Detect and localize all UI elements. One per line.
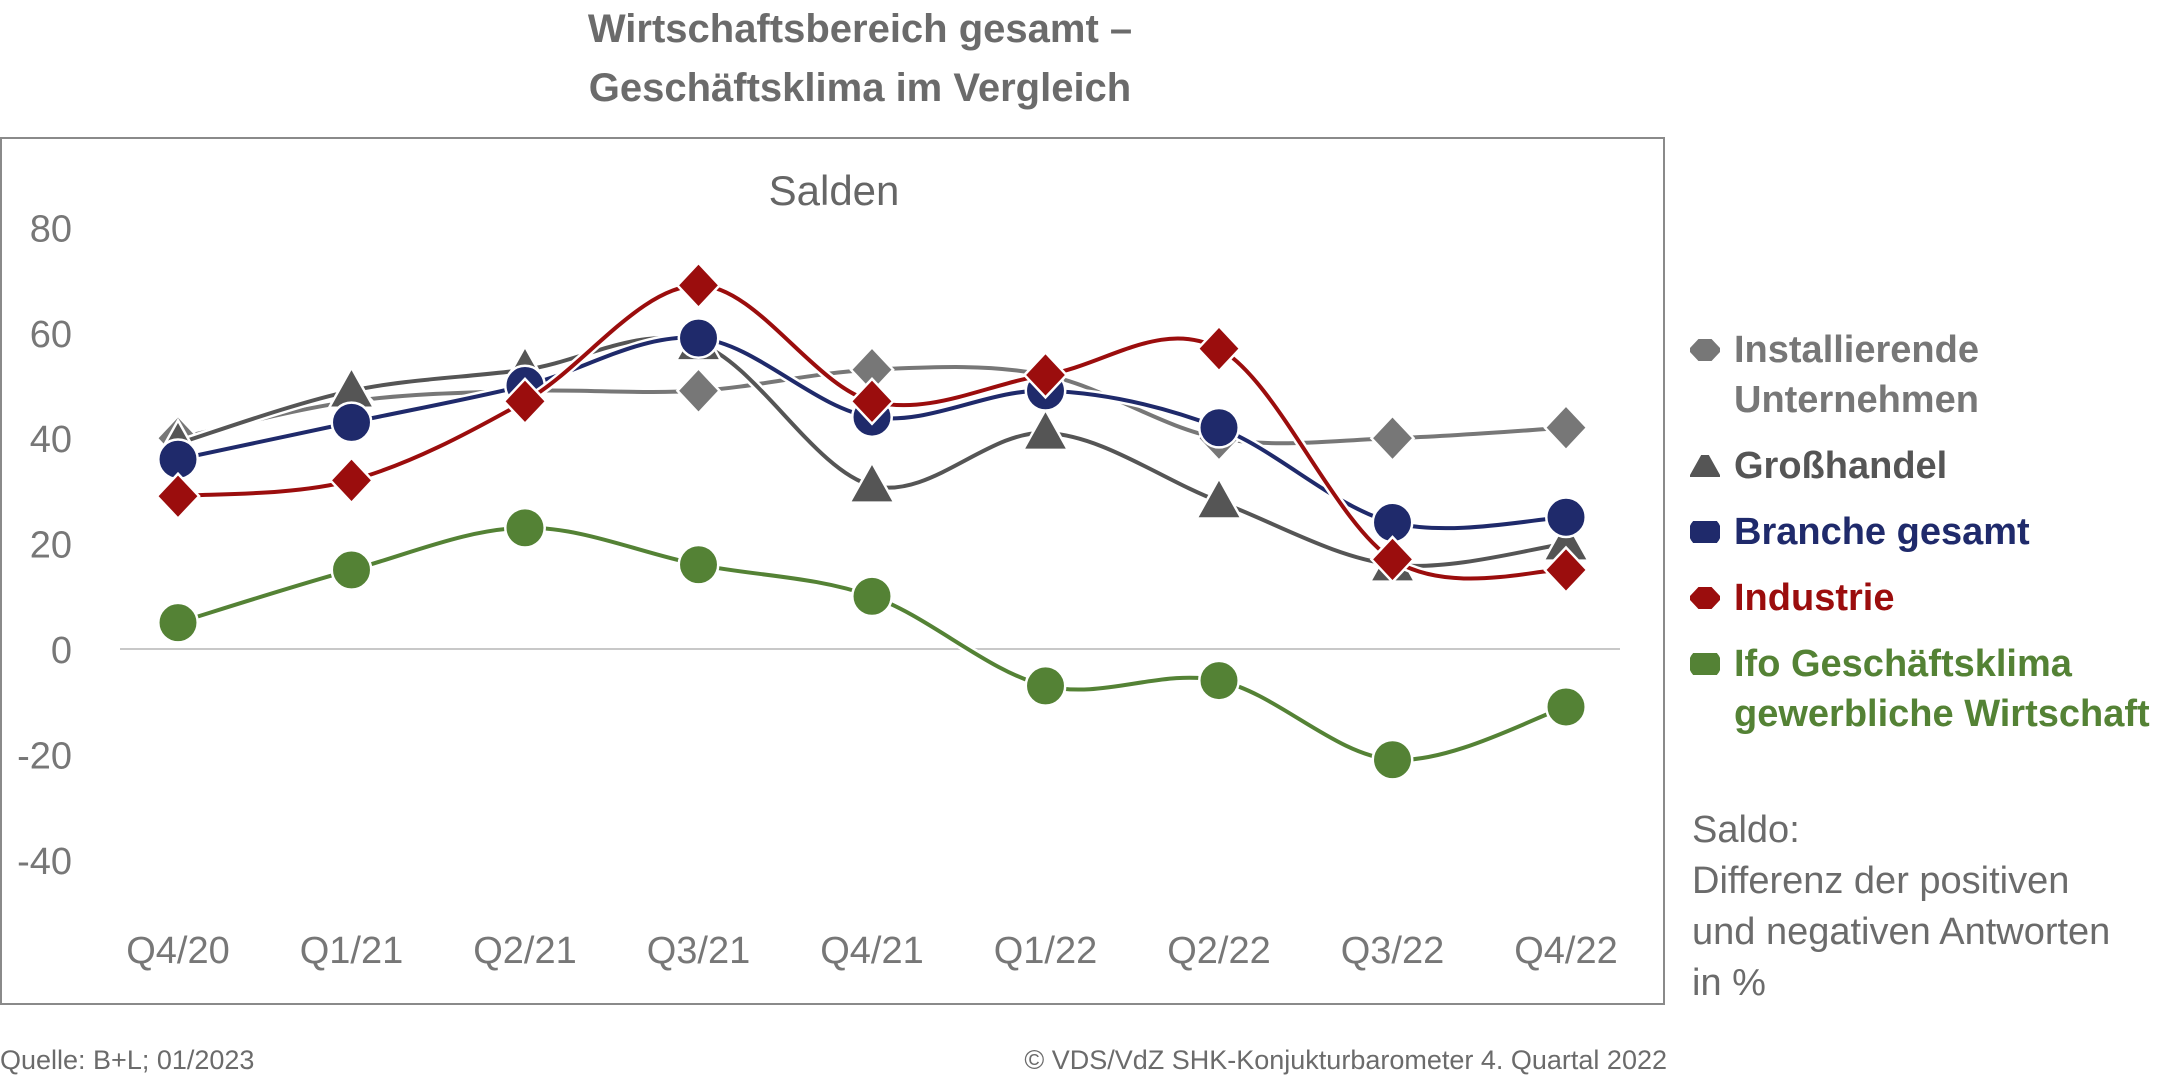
- legend-label: Industrie: [1734, 573, 2178, 623]
- chart-subtitle: Salden: [769, 167, 900, 214]
- data-point: [1194, 475, 1244, 520]
- copyright-note: © VDS/VdZ SHK-Konjukturbarometer 4. Quar…: [1024, 1045, 1667, 1075]
- data-point: [1369, 535, 1416, 584]
- x-axis: Q4/20 Q1/21 Q2/21 Q3/21 Q4/21 Q1/22 Q2/22 Q3/22…: [126, 930, 1618, 972]
- data-point: [1196, 324, 1242, 373]
- series-group: [153, 261, 1591, 781]
- legend-label-line: Industrie: [1734, 577, 1895, 619]
- data-point: [849, 377, 895, 426]
- x-tick-label: Q2/21: [473, 930, 577, 972]
- legend-item: Branche gesamt: [1690, 507, 2178, 557]
- legend-marker-shape: [1690, 455, 1720, 477]
- legend-marker: [1690, 455, 1720, 477]
- data-point: [502, 377, 548, 426]
- legend-label-line: Großhandel: [1734, 445, 1948, 487]
- data-point: [1022, 350, 1069, 400]
- x-tick-label: Q1/21: [300, 930, 404, 972]
- data-point: [1198, 406, 1240, 449]
- data-point: [328, 456, 375, 505]
- x-tick-label: Q4/20: [126, 930, 230, 972]
- chart-title-line-1: Wirtschaftsbereich gesamt –: [587, 7, 1133, 51]
- legend: Installierende Unternehmen Großhandel Branc…: [1690, 325, 2178, 755]
- saldo-note-line: und negativen Antworten: [1692, 911, 2111, 953]
- data-point: [677, 317, 720, 360]
- y-tick-label: 60: [30, 314, 72, 356]
- y-tick-label: -20: [17, 735, 72, 777]
- x-tick-label: Q2/22: [1167, 930, 1271, 972]
- series-3: [155, 261, 1589, 595]
- data-point: [1545, 686, 1587, 728]
- data-point: [677, 543, 720, 586]
- line-chart: Salden 80 60 40 20 0 -20 -40 Q4/20 Q1/21 Q2/21 Q3…: [17, 167, 1620, 972]
- data-point: [851, 575, 893, 618]
- saldo-note-line: Saldo:: [1692, 809, 1800, 851]
- saldo-note: Saldo: Differenz der positiven und negativ…: [1692, 805, 2110, 1009]
- chart-title-line-2: Geschäftsklima im Vergleich: [588, 66, 1132, 110]
- saldo-note-line: Differenz der positiven: [1692, 860, 2070, 902]
- legend-label-line: Installierende: [1734, 329, 1979, 371]
- legend-item: Installierende Unternehmen: [1690, 325, 2178, 425]
- data-point: [1369, 413, 1416, 463]
- y-tick-label: 0: [51, 630, 72, 672]
- legend-marker: [1690, 653, 1720, 675]
- x-tick-label: Q3/22: [1341, 930, 1445, 972]
- chart-title: Wirtschaftsbereich gesamt – Geschäftskli…: [0, 0, 1720, 118]
- legend-label: Branche gesamt: [1734, 507, 2178, 557]
- legend-label-line: Ifo Geschäftsklima: [1734, 643, 2072, 685]
- data-point: [847, 459, 897, 504]
- x-tick-label: Q4/21: [820, 930, 924, 972]
- x-tick-label: Q1/22: [994, 930, 1098, 972]
- data-point: [155, 471, 201, 521]
- legend-marker-shape: [1690, 587, 1720, 609]
- legend-item: Ifo Geschäftsklima gewerbliche Wirtschaft: [1690, 639, 2178, 739]
- data-point: [330, 548, 373, 591]
- x-tick-label: Q3/21: [647, 930, 751, 972]
- legend-label: Installierende Unternehmen: [1734, 325, 2178, 425]
- legend-marker-shape: [1690, 521, 1720, 543]
- legend-label-line: Unternehmen: [1734, 379, 1979, 421]
- x-tick-label: Q4/22: [1514, 930, 1618, 972]
- legend-item: Industrie: [1690, 573, 2178, 623]
- saldo-note-line: in %: [1692, 962, 1766, 1004]
- legend-label: Ifo Geschäftsklima gewerbliche Wirtschaft: [1734, 639, 2178, 739]
- data-point: [1371, 738, 1414, 781]
- legend-label: Großhandel: [1734, 441, 2178, 491]
- chart-frame: [0, 137, 1665, 1005]
- y-tick-label: 80: [30, 208, 72, 250]
- source-note: Quelle: B+L; 01/2023: [0, 1045, 255, 1075]
- y-axis: 80 60 40 20 0 -20 -40: [17, 208, 72, 882]
- data-point: [1543, 403, 1589, 452]
- series-4: [157, 506, 1587, 781]
- legend-label-line: Branche gesamt: [1734, 511, 2030, 553]
- data-point: [1020, 407, 1071, 452]
- data-point: [157, 601, 199, 644]
- data-point: [1545, 496, 1587, 539]
- legend-marker: [1690, 339, 1720, 361]
- y-tick-label: -40: [17, 841, 72, 883]
- series-line-halo: [176, 523, 1568, 765]
- legend-marker: [1690, 587, 1720, 609]
- data-point: [330, 401, 373, 444]
- legend-label-line: gewerbliche Wirtschaft: [1734, 693, 2150, 735]
- data-point: [675, 261, 722, 310]
- data-point: [1543, 545, 1589, 595]
- y-tick-label: 20: [30, 525, 72, 567]
- legend-marker-shape: [1690, 653, 1720, 675]
- data-point: [504, 506, 546, 549]
- y-tick-label: 40: [30, 419, 72, 461]
- legend-item: Großhandel: [1690, 441, 2178, 491]
- legend-marker-shape: [1690, 339, 1720, 361]
- data-point: [1198, 659, 1240, 702]
- legend-marker: [1690, 521, 1720, 543]
- data-point: [675, 366, 722, 416]
- data-point: [1024, 664, 1067, 707]
